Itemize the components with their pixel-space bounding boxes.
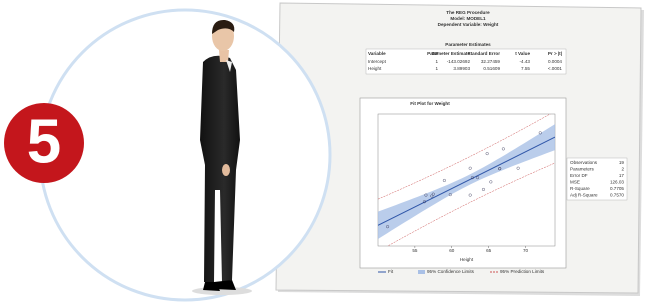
table-cell: -143.02692: [447, 59, 471, 64]
hand: [222, 164, 230, 176]
table-title: Parameter Estimates: [445, 42, 491, 47]
stat-value: 17: [619, 173, 625, 178]
legend-label: 95% Prediction Limits: [500, 269, 545, 274]
page: The REG ProcedureModel: MODEL1Dependent …: [0, 0, 648, 304]
legend-label: 95% Confidence Limits: [427, 269, 475, 274]
table-header: Standard Error: [468, 51, 501, 56]
table-cell: 1: [435, 59, 438, 64]
plot-title: Fit Plot for Weight: [410, 101, 450, 106]
x-tick-label: 55: [412, 248, 418, 253]
portrait: [40, 10, 330, 300]
stat-value: 19: [619, 160, 625, 165]
table-cell: <.0001: [548, 66, 563, 71]
table-cell: -4.43: [520, 59, 531, 64]
legend-label: Fit: [388, 269, 394, 274]
table-cell: Height: [368, 66, 382, 71]
x-tick-label: 65: [486, 248, 492, 253]
table-cell: 0.0004: [548, 59, 562, 64]
stat-value: 126.03: [610, 180, 624, 185]
legend-swatch: [418, 270, 425, 274]
badge-number: 5: [27, 107, 61, 176]
table-header: Pr > |t|: [548, 51, 562, 56]
neck: [219, 50, 229, 62]
table-cell: 7.55: [521, 66, 530, 71]
stat-name: Error DF: [570, 173, 588, 178]
x-tick-label: 70: [523, 248, 529, 253]
table-cell: 1: [435, 66, 438, 71]
table-header: Variable: [368, 51, 386, 56]
output-title: Dependent Variable: Weight: [438, 22, 499, 27]
scene: The REG ProcedureModel: MODEL1Dependent …: [0, 0, 648, 304]
table-header: Parameter Estimate: [427, 51, 470, 56]
stat-name: Parameters: [570, 167, 594, 172]
stat-name: MSE: [570, 180, 580, 185]
portrait-circle: [40, 10, 330, 300]
table-cell: 0.51609: [483, 66, 500, 71]
output-title: The REG Procedure: [446, 10, 490, 15]
stat-name: Observations: [570, 160, 598, 165]
table-header: t Value: [515, 51, 530, 56]
table-cell: 32.27459: [481, 59, 501, 64]
output-title: Model: MODEL1: [450, 16, 486, 21]
stat-value: 0.7705: [610, 186, 624, 191]
stat-value: 2: [621, 167, 624, 172]
x-axis-label: Height: [460, 257, 474, 262]
stat-value: 0.7570: [610, 193, 624, 198]
stat-name: Adj R-Square: [570, 193, 598, 198]
table-cell: 3.89903: [453, 66, 470, 71]
x-tick-label: 60: [449, 248, 455, 253]
stat-name: R-Square: [570, 186, 590, 191]
table-cell: Intercept: [368, 59, 387, 64]
